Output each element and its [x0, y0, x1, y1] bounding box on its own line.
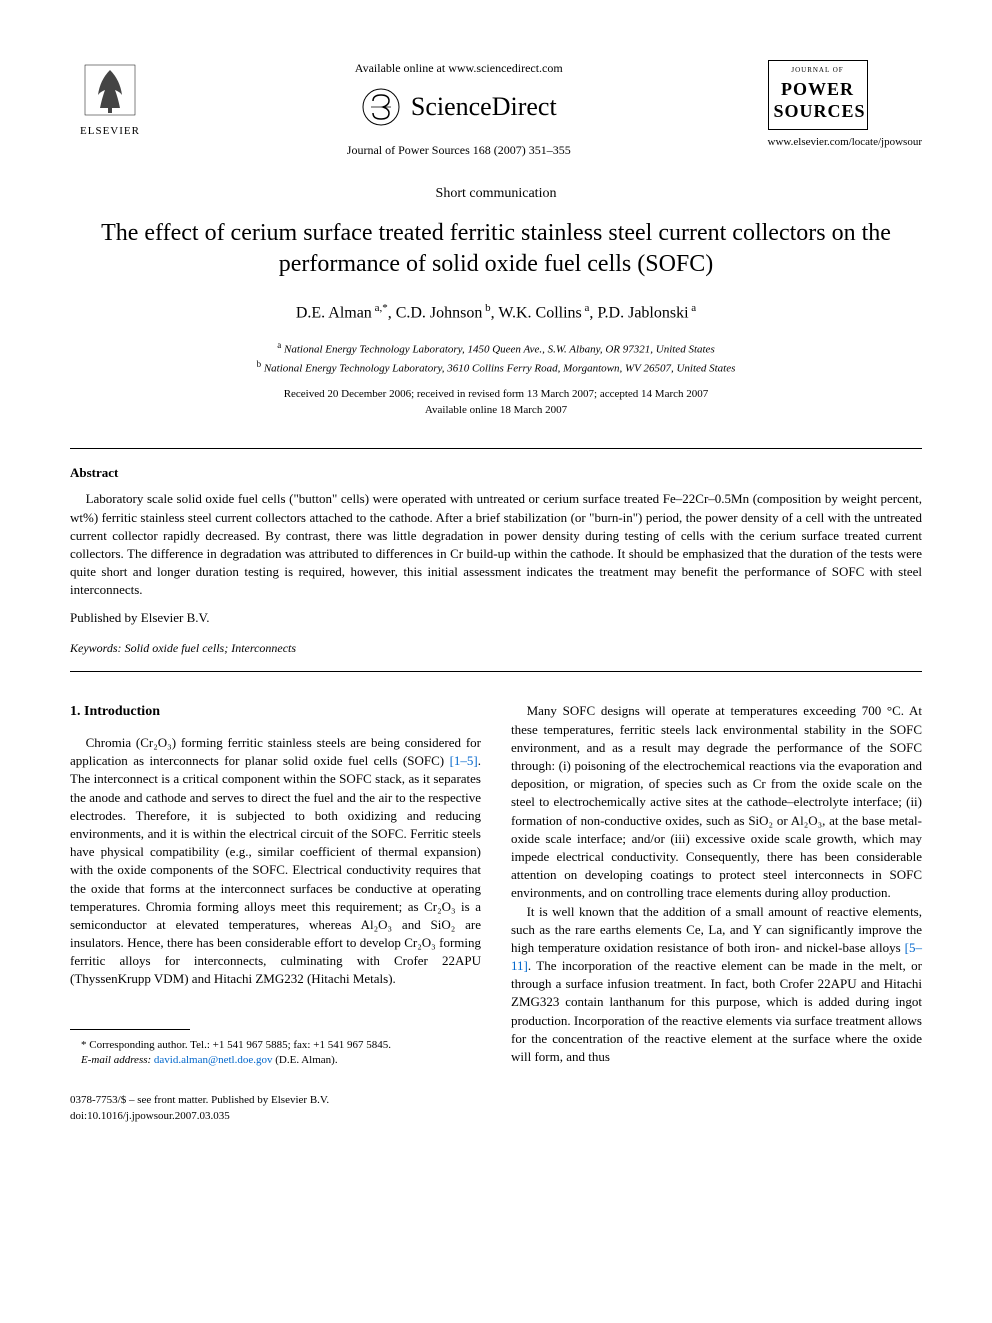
power-title-1: POWER: [774, 80, 862, 98]
email-paren: (D.E. Alman).: [275, 1054, 337, 1066]
available-online-text: Available online at www.sciencedirect.co…: [170, 60, 748, 77]
center-header: Available online at www.sciencedirect.co…: [150, 60, 768, 159]
intro-paragraph-3: It is well known that the addition of a …: [511, 903, 922, 1067]
keywords: Keywords: Solid oxide fuel cells; Interc…: [70, 640, 922, 657]
footer-copyright: 0378-7753/$ – see front matter. Publishe…: [70, 1093, 922, 1108]
keywords-text: Solid oxide fuel cells; Interconnects: [125, 641, 297, 655]
power-sources-logo: JOURNAL OF POWER SOURCES: [768, 60, 868, 130]
elsevier-tree-icon: [80, 60, 140, 120]
authors: D.E. Alman a,*, C.D. Johnson b, W.K. Col…: [70, 301, 922, 325]
email-link[interactable]: david.alman@netl.doe.gov: [154, 1054, 273, 1066]
journal-reference: Journal of Power Sources 168 (2007) 351–…: [170, 142, 748, 159]
affiliations: a National Energy Technology Laboratory,…: [70, 339, 922, 377]
body-columns: 1. Introduction Chromia (Cr₂O₃) forming …: [70, 702, 922, 1068]
footer-doi: doi:10.1016/j.jpowsour.2007.03.035: [70, 1109, 922, 1124]
elsevier-label: ELSEVIER: [80, 124, 140, 139]
power-sources-block: JOURNAL OF POWER SOURCES www.elsevier.co…: [768, 60, 922, 150]
section-1-heading: 1. Introduction: [70, 702, 481, 722]
email-footnote: E-mail address: david.alman@netl.doe.gov…: [70, 1053, 481, 1068]
article-title: The effect of cerium surface treated fer…: [70, 218, 922, 280]
column-right: Many SOFC designs will operate at temper…: [511, 702, 922, 1068]
abstract-text: Laboratory scale solid oxide fuel cells …: [70, 490, 922, 599]
divider-bottom: [70, 671, 922, 672]
header-row: ELSEVIER Available online at www.science…: [70, 60, 922, 159]
elsevier-logo: ELSEVIER: [70, 60, 150, 139]
ref-link-1-5[interactable]: [1–5]: [450, 753, 478, 768]
affiliation-a: a National Energy Technology Laboratory,…: [70, 339, 922, 358]
email-label: E-mail address:: [81, 1054, 151, 1066]
published-by: Published by Elsevier B.V.: [70, 609, 922, 627]
corresponding-author-footnote: * Corresponding author. Tel.: +1 541 967…: [70, 1038, 481, 1053]
divider-top: [70, 448, 922, 449]
sciencedirect-text: ScienceDirect: [411, 89, 557, 125]
column-left: 1. Introduction Chromia (Cr₂O₃) forming …: [70, 702, 481, 1068]
intro-paragraph-2: Many SOFC designs will operate at temper…: [511, 702, 922, 902]
sciencedirect-logo: ScienceDirect: [170, 87, 748, 127]
journal-url: www.elsevier.com/locate/jpowsour: [768, 135, 922, 150]
power-journal-label: JOURNAL OF: [774, 66, 862, 76]
article-type: Short communication: [70, 184, 922, 204]
article-dates: Received 20 December 2006; received in r…: [70, 387, 922, 418]
affiliation-b: b National Energy Technology Laboratory,…: [70, 358, 922, 377]
footnote-divider: [70, 1029, 190, 1030]
abstract-heading: Abstract: [70, 464, 922, 482]
power-title-2: SOURCES: [774, 102, 862, 120]
intro-paragraph-1: Chromia (Cr₂O₃) forming ferritic stainle…: [70, 734, 481, 989]
dates-online: Available online 18 March 2007: [70, 403, 922, 418]
dates-received: Received 20 December 2006; received in r…: [70, 387, 922, 402]
keywords-label: Keywords:: [70, 641, 122, 655]
sciencedirect-icon: [361, 87, 401, 127]
